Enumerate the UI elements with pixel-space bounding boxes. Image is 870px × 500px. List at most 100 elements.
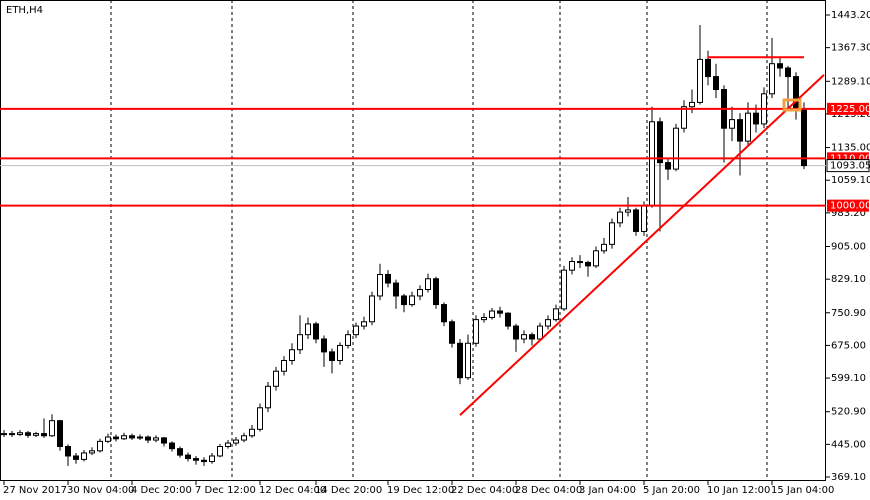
candle-body xyxy=(713,76,719,91)
candle-body xyxy=(81,452,87,460)
x-tick-label: 28 Dec 04:00 xyxy=(515,485,582,496)
candle-body xyxy=(441,304,447,323)
x-tick-label: 5 Jan 20:00 xyxy=(643,485,700,496)
candle-body xyxy=(785,67,791,78)
candle-body xyxy=(505,312,511,327)
candle-body xyxy=(153,437,159,441)
candle-body xyxy=(345,334,351,346)
y-tick-label: 1135.00 xyxy=(831,143,870,154)
candle-body xyxy=(673,127,679,170)
candle-body xyxy=(297,334,303,351)
candle-body xyxy=(233,439,239,444)
candle-body xyxy=(537,325,543,340)
candle-body xyxy=(617,211,623,224)
y-tick-label: 750.90 xyxy=(831,308,866,319)
candle-body xyxy=(313,323,319,340)
candle-body xyxy=(145,436,151,441)
candle-body xyxy=(225,442,231,448)
candle-body xyxy=(33,433,39,436)
candle-body xyxy=(377,273,383,297)
y-tick-label: 599.10 xyxy=(831,373,866,384)
candle-body xyxy=(209,455,215,463)
x-tick-label: 14 Dec 20:00 xyxy=(315,485,382,496)
candle-body xyxy=(281,359,287,372)
plot-frame xyxy=(0,0,826,481)
level-label-text: 1225.00 xyxy=(830,104,870,115)
x-tick-label: 19 Dec 12:00 xyxy=(387,485,454,496)
candle-body xyxy=(417,289,423,297)
candle-body xyxy=(753,112,759,125)
candle-body xyxy=(433,278,439,306)
candle-body xyxy=(41,433,47,437)
candle-body xyxy=(337,344,343,361)
candle-body xyxy=(137,436,143,439)
candle-body xyxy=(593,250,599,267)
candle-body xyxy=(241,435,247,441)
candle-body xyxy=(353,325,359,336)
y-tick-label: 675.00 xyxy=(831,340,866,351)
candle-body xyxy=(801,108,807,167)
candle-body xyxy=(457,342,463,379)
candle-body xyxy=(97,440,103,452)
level-label: 1225.00 xyxy=(827,102,870,115)
last-price-label: 1093.05 xyxy=(830,161,870,172)
candle-body xyxy=(577,261,583,264)
y-tick-label: 1059.10 xyxy=(831,175,870,186)
candle-body xyxy=(553,308,559,321)
candle-body xyxy=(665,162,671,170)
y-tick-label: 1367.30 xyxy=(831,43,870,54)
x-tick-label: 15 Jan 04:00 xyxy=(771,485,834,496)
candle-body xyxy=(89,450,95,454)
last-price-box xyxy=(826,159,870,173)
candle-body xyxy=(473,319,479,344)
x-tick-label: 4 Dec 20:00 xyxy=(131,485,192,496)
x-tick-label: 12 Dec 04:00 xyxy=(259,485,326,496)
y-tick-label: 905.00 xyxy=(831,242,866,253)
candle-body xyxy=(449,321,455,344)
candle-body xyxy=(777,63,783,69)
candle-body xyxy=(113,436,119,440)
candle-body xyxy=(289,349,295,361)
candle-body xyxy=(1,433,7,436)
candle-body xyxy=(649,121,655,207)
candle-body xyxy=(169,442,175,450)
candle-body xyxy=(249,428,255,437)
candle-body xyxy=(609,222,615,245)
candle-body xyxy=(481,316,487,321)
candle-body xyxy=(409,295,415,306)
candle-body xyxy=(201,459,207,463)
candle-body xyxy=(105,436,111,442)
y-tick-label: 1289.10 xyxy=(831,76,870,87)
candle-body xyxy=(121,435,127,440)
candle-body xyxy=(321,338,327,353)
level-label-box xyxy=(827,102,869,115)
x-tick-label: 10 Jan 12:00 xyxy=(707,485,770,496)
y-tick-label: 983.20 xyxy=(831,208,866,219)
candle-body xyxy=(217,446,223,457)
candle-body xyxy=(161,437,167,444)
candle-body xyxy=(633,209,639,232)
candle-body xyxy=(129,435,135,439)
candle-body xyxy=(641,205,647,232)
candle-body xyxy=(729,119,735,129)
y-tick-label: 369.10 xyxy=(831,472,866,483)
candle-body xyxy=(65,446,71,457)
candle-body xyxy=(513,325,519,340)
candle-body xyxy=(521,334,527,340)
candle-body xyxy=(657,121,663,164)
y-tick-label: 445.00 xyxy=(831,439,866,450)
candle-body xyxy=(489,310,495,318)
x-tick-label: 3 Jan 04:00 xyxy=(579,485,636,496)
candle-body xyxy=(425,278,431,291)
x-tick-label: 30 Nov 04:00 xyxy=(67,485,134,496)
cross-marker xyxy=(782,98,802,112)
candle-body xyxy=(361,321,367,327)
candle-body xyxy=(25,432,31,436)
x-tick-label: 27 Nov 2017 xyxy=(3,485,67,496)
level-label-box xyxy=(827,199,869,212)
candle-body xyxy=(545,319,551,327)
candle-body xyxy=(465,342,471,379)
level-label-text: 1110.00 xyxy=(830,153,870,164)
candle-body xyxy=(697,58,703,103)
